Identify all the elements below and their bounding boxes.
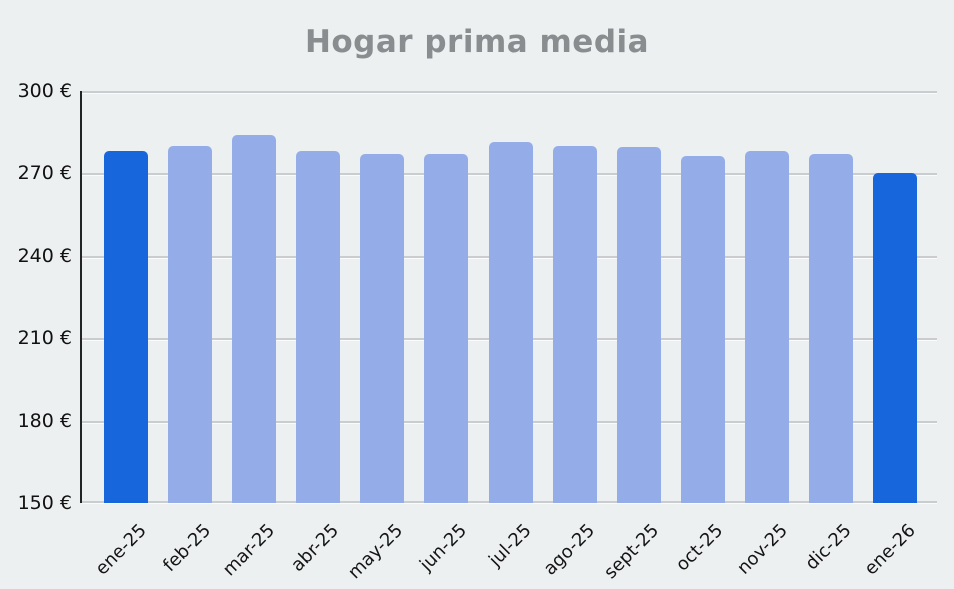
x-label-slot: abr-25: [284, 503, 348, 589]
bar-slot: [158, 91, 222, 503]
bar-jul-25: [488, 141, 533, 503]
x-label-slot: ago-25: [539, 503, 605, 589]
y-axis-label: 240 €: [17, 244, 72, 267]
x-axis-label: feb-25: [158, 520, 215, 577]
x-axis-tick-labels: ene-25 feb-25 mar-25 abr-25 may-25 jun-25 jul-…: [80, 503, 935, 589]
chart-title: Hogar prima media: [304, 24, 650, 60]
plot-area: [80, 91, 937, 503]
y-axis-label: 270 €: [17, 162, 72, 185]
bar-slot: [863, 91, 927, 503]
bar-ene-25: [104, 151, 149, 503]
x-axis-label: dic-25: [801, 520, 856, 575]
bar-slot: [478, 91, 542, 503]
x-label-slot: dic-25: [797, 503, 861, 589]
bar-slot: [671, 91, 735, 503]
x-axis-label: nov-25: [732, 520, 792, 579]
bar-sept-25: [616, 147, 661, 503]
x-label-slot: oct-25: [669, 503, 733, 589]
bar-dic-25: [808, 154, 853, 503]
x-label-slot: nov-25: [733, 503, 797, 589]
bar-ene-26: [872, 173, 917, 503]
x-axis-label: sept-25: [600, 520, 664, 584]
x-axis-label: jun-25: [415, 520, 472, 576]
bar-slot: [607, 91, 671, 503]
y-axis-tick-labels: 300 € 270 € 240 € 210 € 180 € 150 €: [0, 80, 72, 514]
bar-slot: [286, 91, 350, 503]
x-axis-label: abr-25: [287, 520, 344, 576]
bar-slot: [799, 91, 863, 503]
bar-feb-25: [168, 145, 213, 503]
bar-slot: [543, 91, 607, 503]
bar-jun-25: [424, 154, 469, 503]
bar-slot: [735, 91, 799, 503]
bar-series: [82, 91, 937, 503]
bar-slot: [222, 91, 286, 503]
bar-slot: [350, 91, 414, 503]
x-label-slot: ene-26: [860, 503, 925, 589]
bar-slot: [414, 91, 478, 503]
x-label-slot: ene-25: [92, 503, 156, 589]
x-label-slot: jun-25: [412, 503, 476, 589]
x-axis-label: jul-25: [484, 520, 536, 571]
x-axis-label: may-25: [344, 520, 408, 584]
y-axis-label: 300 €: [17, 80, 72, 102]
y-axis-label: 180 €: [17, 409, 72, 432]
x-label-slot: jul-25: [476, 503, 540, 589]
bar-oct-25: [680, 155, 725, 503]
bar-slot: [94, 91, 158, 503]
x-axis-label: ene-25: [91, 520, 151, 580]
x-axis-label: ago-25: [539, 520, 600, 580]
bar-mar-25: [232, 134, 277, 503]
x-label-slot: mar-25: [218, 503, 284, 589]
y-axis-label: 210 €: [17, 327, 72, 350]
x-label-slot: feb-25: [156, 503, 220, 589]
x-label-slot: may-25: [344, 503, 412, 589]
gridline: [82, 91, 937, 93]
x-label-slot: sept-25: [600, 503, 669, 589]
bar-ago-25: [552, 145, 597, 503]
bar-abr-25: [296, 151, 341, 503]
x-axis-label: oct-25: [672, 520, 728, 576]
x-axis-label: mar-25: [218, 520, 280, 581]
x-axis-label: ene-26: [860, 520, 920, 580]
y-axis-label: 150 €: [17, 492, 72, 514]
bar-may-25: [360, 154, 405, 503]
bar-nov-25: [744, 151, 789, 503]
